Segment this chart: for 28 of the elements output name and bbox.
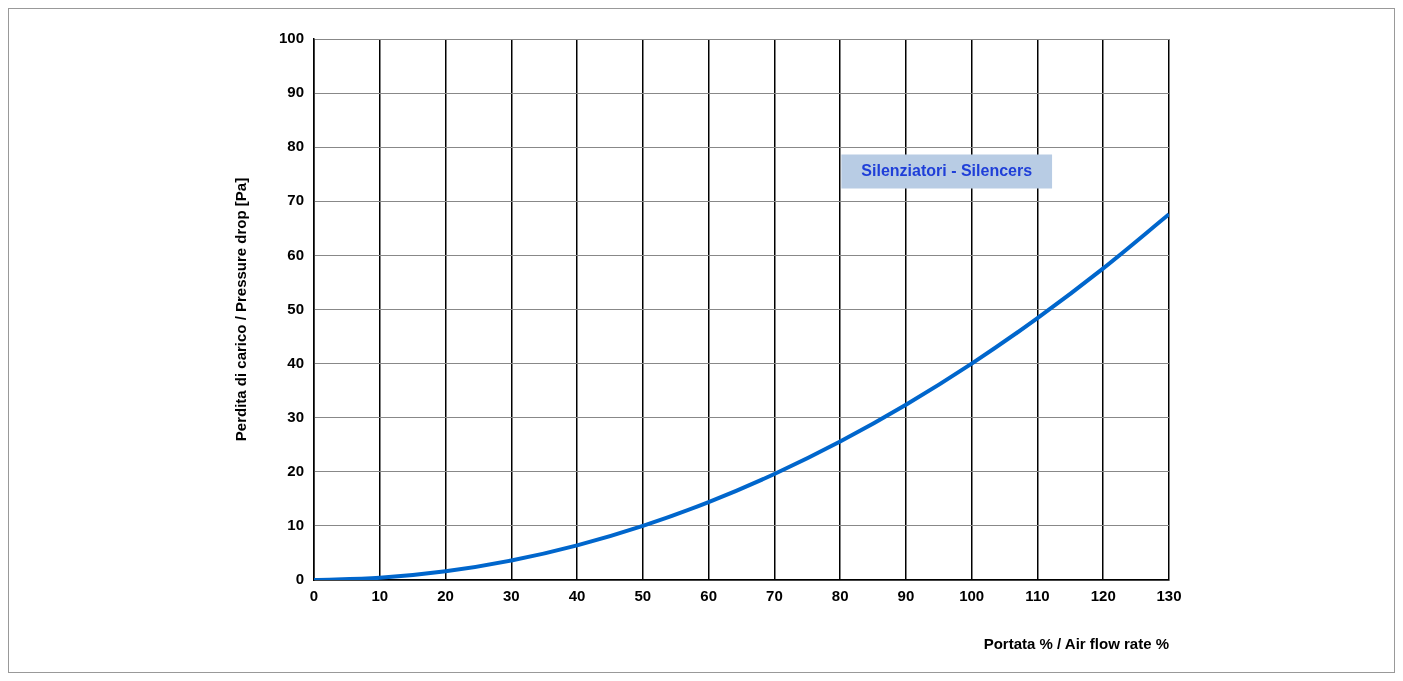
x-axis-title: Portata % / Air flow rate %	[983, 635, 1169, 653]
x-tick-label: 10	[371, 587, 389, 605]
y-tick-label: 90	[287, 83, 305, 101]
y-tick-label: 50	[287, 299, 305, 317]
y-axis-title: Perdita di carico / Pressure drop [Pa]	[232, 177, 250, 442]
y-tick-label: 20	[287, 461, 305, 479]
x-tick-label: 80	[831, 587, 849, 605]
x-tick-label: 90	[897, 587, 915, 605]
annotation: Silenziatori - Silencers	[861, 161, 1033, 179]
y-tick-label: 70	[287, 191, 305, 209]
x-tick-label: 40	[568, 587, 586, 605]
y-tick-label: 0	[295, 570, 305, 588]
x-tick-label: 50	[634, 587, 652, 605]
x-tick-label: 100	[959, 587, 985, 605]
x-tick-label: 110	[1025, 587, 1050, 605]
x-tick-label: 30	[502, 587, 520, 605]
x-tick-label: 130	[1156, 587, 1182, 605]
x-tick-label: 0	[309, 587, 319, 605]
x-tick-label: 70	[766, 587, 783, 605]
x-tick-label: 20	[437, 587, 454, 605]
y-tick-label: 100	[279, 29, 305, 47]
x-tick-label: 120	[1090, 587, 1116, 605]
y-tick-label: 80	[287, 137, 305, 155]
x-tick-label: 60	[700, 587, 717, 605]
y-tick-label: 60	[287, 245, 305, 263]
y-tick-label: 10	[287, 516, 305, 534]
y-tick-label: 30	[287, 407, 305, 425]
y-tick-label: 40	[287, 353, 305, 371]
